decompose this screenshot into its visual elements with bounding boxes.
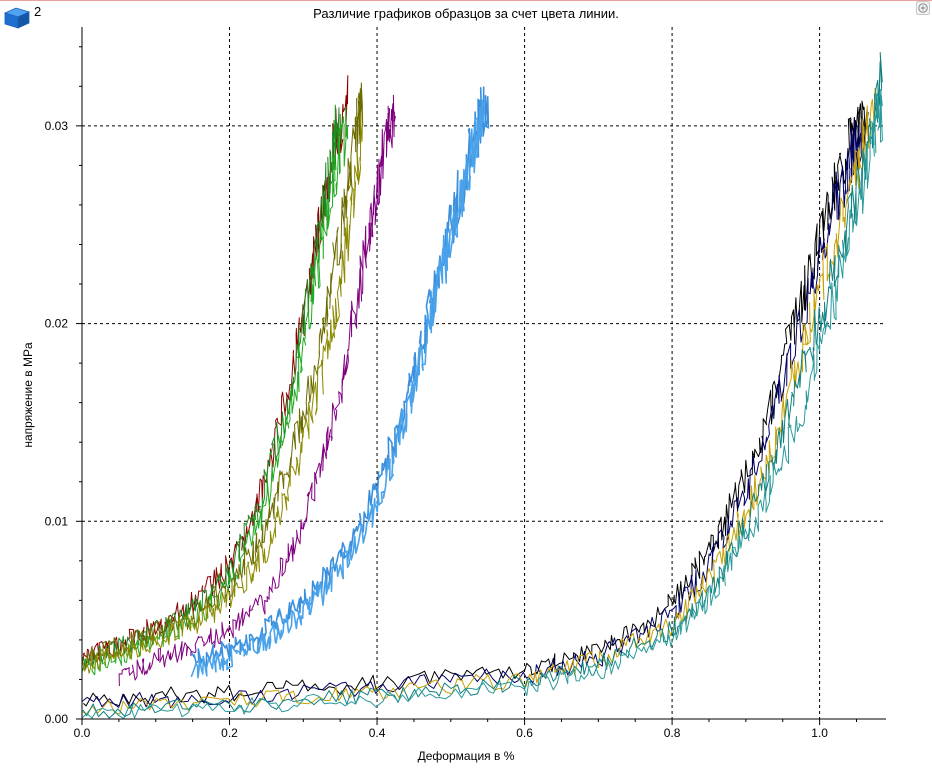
data-series-line (81, 82, 364, 669)
x-tick-label: 0.0 (74, 726, 91, 740)
data-series-line (81, 111, 363, 674)
data-series-line (81, 106, 349, 676)
data-series-line (190, 99, 485, 679)
axes: 0.0 0.2 0.4 0.6 0.8 1.0 0.00 0.01 0.02 0.03 (45, 27, 886, 740)
data-series-line (81, 75, 349, 667)
y-tick-label: 0.03 (45, 119, 69, 133)
y-tick-label: 0.00 (45, 712, 69, 726)
zoom-button[interactable] (916, 1, 930, 15)
y-axis-label: напряжение в MPa (21, 342, 35, 448)
window-top-border (0, 0, 932, 1)
series-group (81, 52, 883, 719)
x-tick-label: 0.8 (664, 726, 681, 740)
data-series-line (118, 94, 396, 687)
data-series-line (81, 88, 876, 715)
x-tick-label: 1.0 (811, 726, 828, 740)
x-tick-label: 0.2 (221, 726, 238, 740)
data-series-line (81, 88, 883, 719)
data-series-line (83, 100, 869, 707)
x-axis-label: Деформация в % (418, 749, 515, 763)
x-tick-label: 0.6 (516, 726, 533, 740)
zoom-plus-icon (918, 3, 928, 13)
y-tick-label: 0.02 (45, 317, 69, 331)
blue-cube-icon (4, 7, 30, 29)
chart-number-label: 2 (34, 4, 42, 19)
x-tick-label: 0.4 (369, 726, 386, 740)
chart-title: Различие графиков образцов за счет цвета… (313, 6, 619, 21)
y-tick-label: 0.01 (45, 514, 69, 528)
data-series-line (82, 52, 883, 719)
